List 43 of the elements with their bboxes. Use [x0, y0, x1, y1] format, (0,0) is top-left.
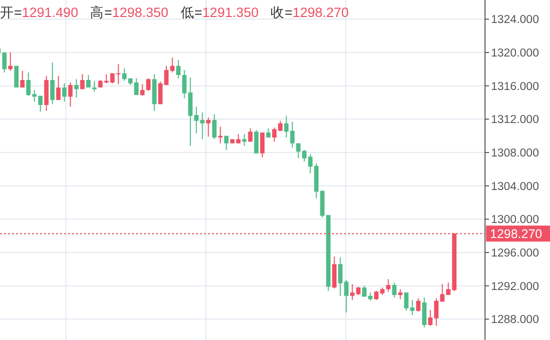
candlestick	[8, 52, 13, 72]
annotation: 收=1298.270	[270, 5, 349, 20]
candlestick	[242, 134, 247, 146]
y-tick-label: 1312.000	[491, 114, 539, 126]
candlestick	[86, 74, 91, 88]
y-tick-label: 1300.000	[491, 214, 539, 226]
candlestick	[74, 78, 79, 98]
candlestick	[176, 60, 181, 79]
candlestick	[2, 52, 7, 73]
candlestick	[386, 278, 391, 292]
y-tick-label: 1316.000	[491, 80, 539, 93]
candlestick	[206, 117, 211, 138]
y-tick-label: 1296.000	[491, 248, 539, 260]
candlestick	[248, 128, 253, 142]
candlestick	[212, 114, 217, 140]
y-tick-label: 1304.000	[491, 180, 539, 193]
candlestick	[260, 132, 265, 158]
candlestick	[392, 282, 397, 298]
candlestick	[56, 75, 61, 100]
candlestick	[62, 82, 67, 102]
candlestick	[146, 78, 151, 92]
y-tick-label: 1292.000	[491, 280, 539, 293]
y-tick-label: 1320.000	[491, 48, 539, 60]
y-tick-label: 1288.000	[491, 314, 539, 326]
annotation: 低=1291.350	[180, 5, 259, 20]
candlestick	[218, 126, 223, 144]
ref-line-label: 1298.270	[490, 227, 542, 242]
y-tick-label: 1308.000	[491, 148, 539, 160]
candlestick	[416, 298, 421, 312]
candlestick	[80, 74, 85, 90]
candlestick	[140, 84, 145, 96]
y-tick-label: 1324.000	[491, 14, 539, 26]
candlestick	[92, 80, 97, 92]
candlestick	[20, 70, 25, 88]
candlestick	[422, 297, 427, 328]
candlestick	[68, 82, 73, 108]
candlestick	[50, 62, 55, 105]
candlestick	[398, 288, 403, 300]
candlestick	[224, 135, 229, 150]
candlestick	[332, 256, 337, 289]
annotation: 高=1298.350	[90, 5, 168, 20]
candlestick	[254, 130, 259, 154]
annotation: 开=1291.490	[0, 5, 78, 20]
